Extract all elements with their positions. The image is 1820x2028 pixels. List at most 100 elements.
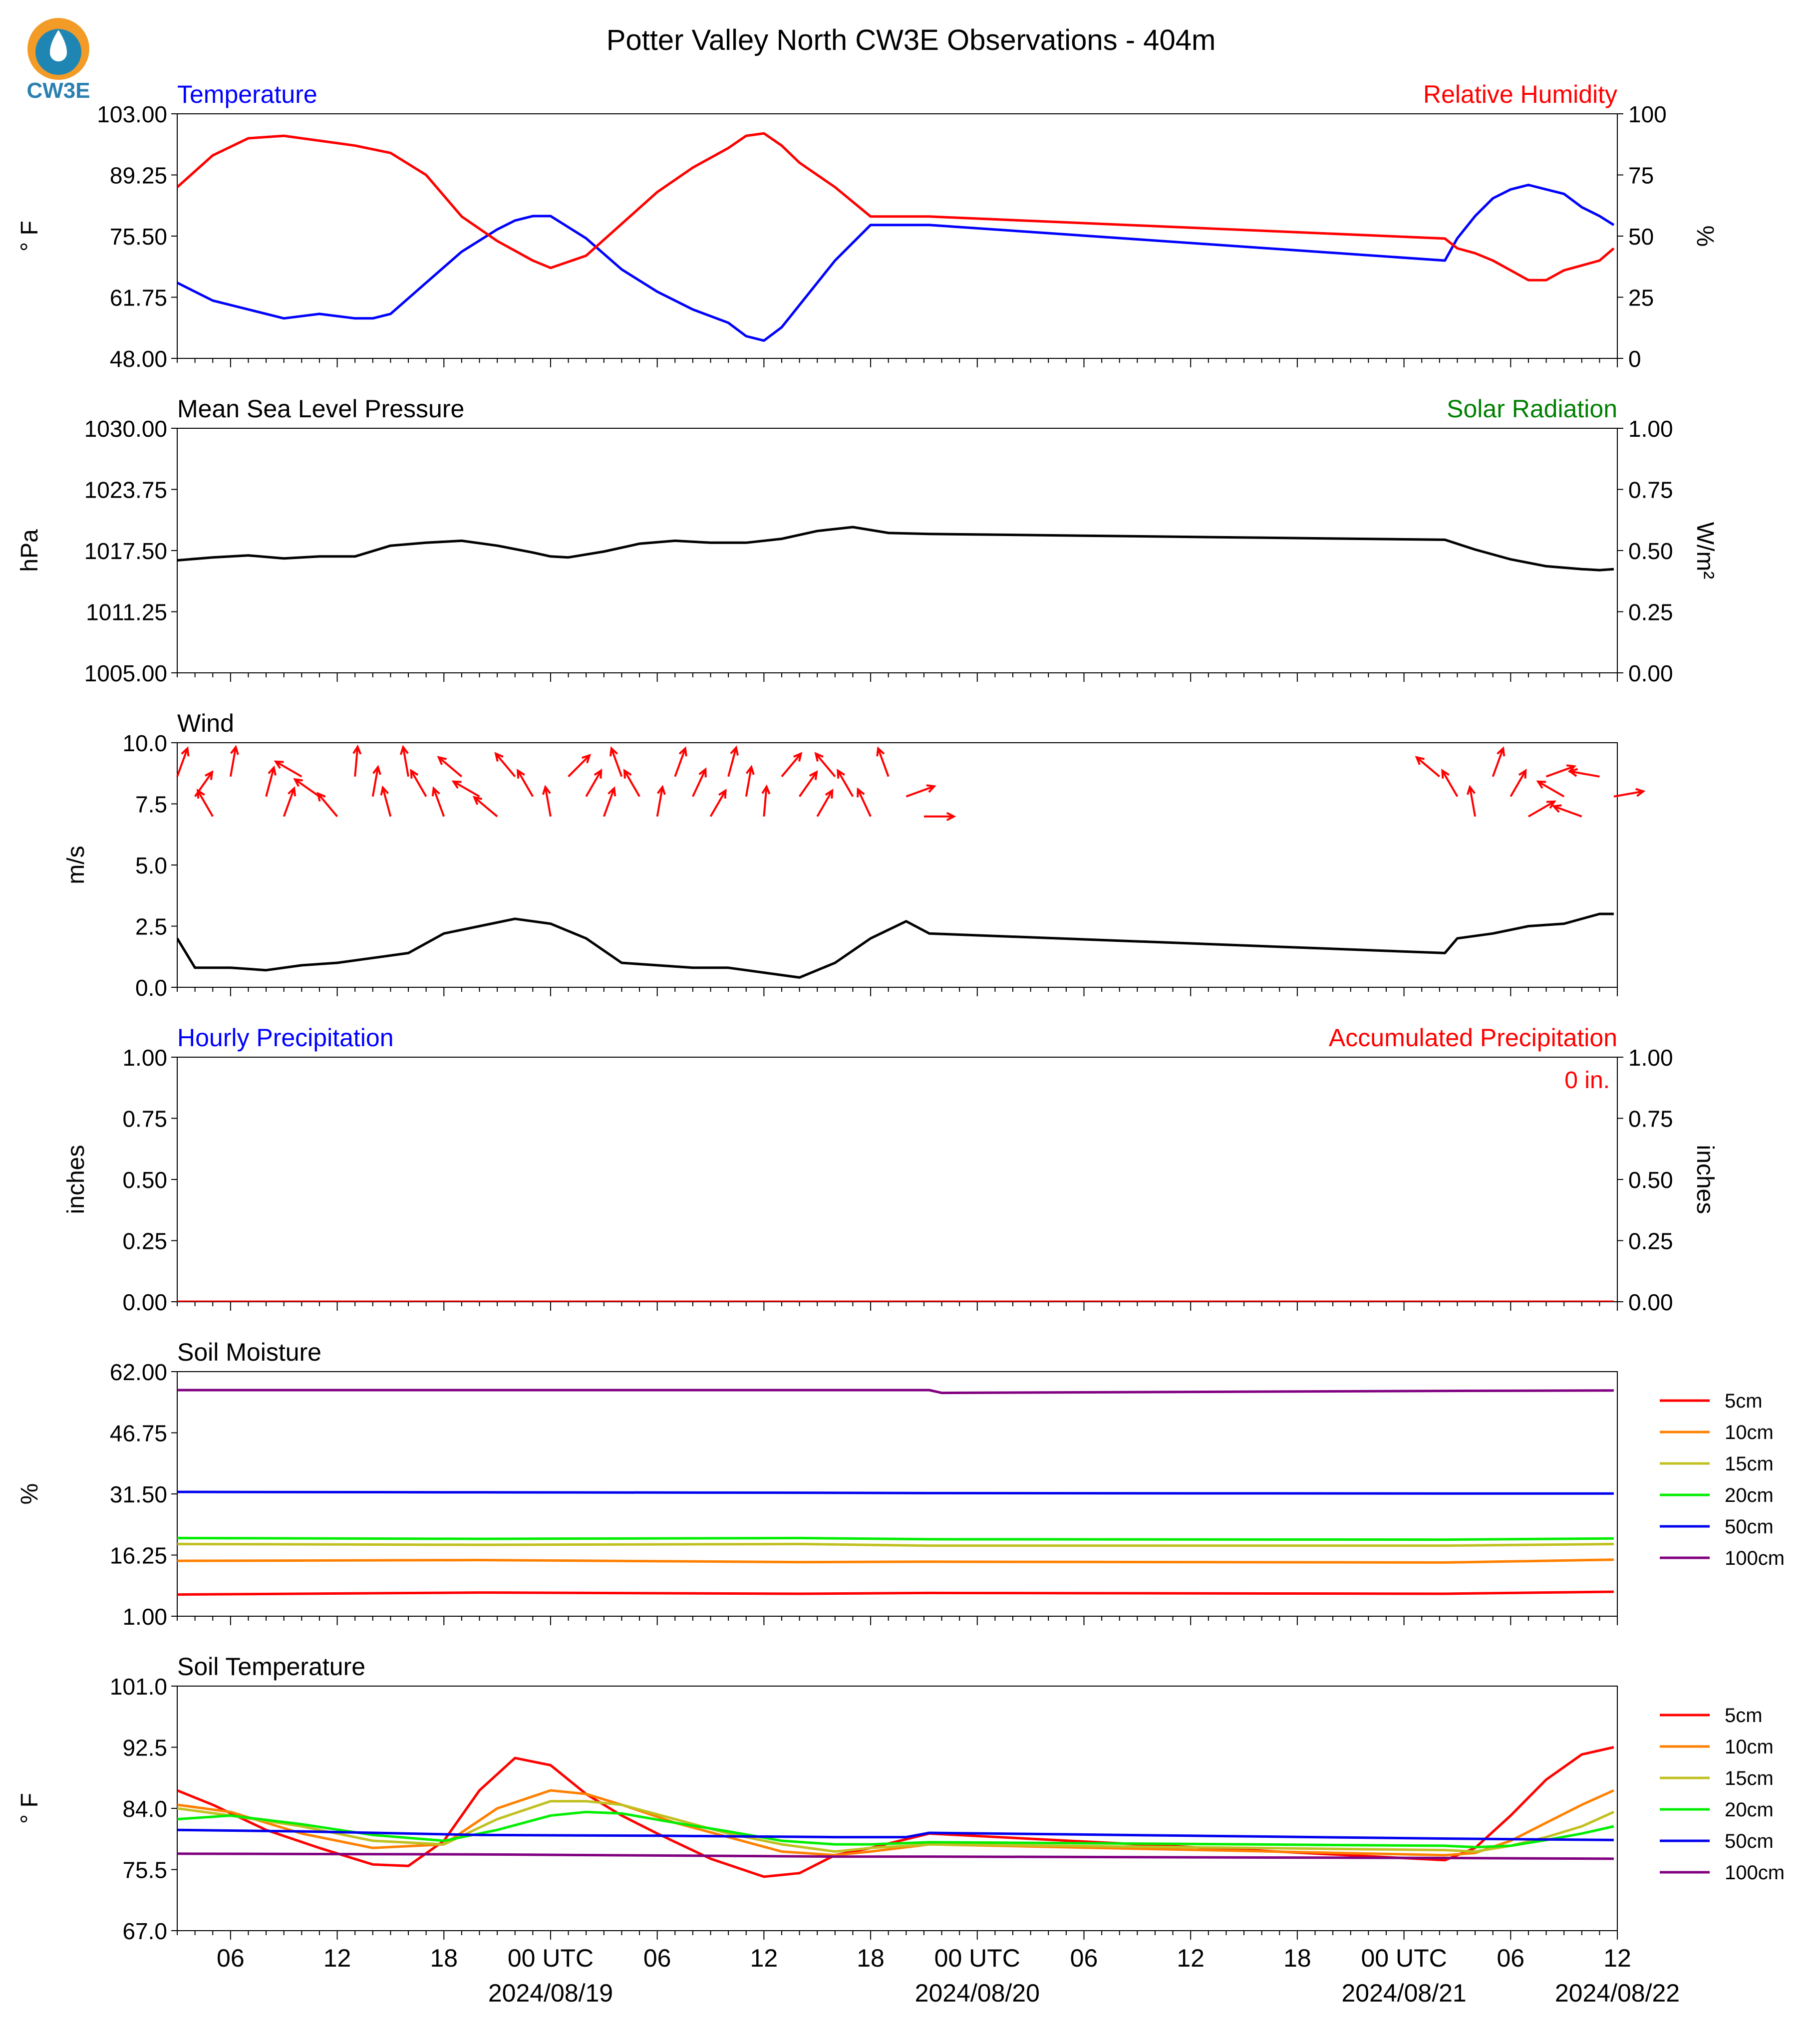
y-tick-label: 1030.00 bbox=[84, 416, 167, 442]
y-axis-label: ° F bbox=[16, 221, 43, 252]
x-date-label: 2024/08/21 bbox=[1341, 1979, 1466, 2007]
wind-arrow bbox=[727, 747, 737, 777]
x-tick-label: 00 UTC bbox=[934, 1944, 1020, 1972]
wind-arrow-head bbox=[1415, 756, 1425, 765]
wind-arrow bbox=[745, 767, 753, 797]
series-line-10cm bbox=[177, 1558, 1614, 1564]
wind-arrow-head bbox=[437, 756, 447, 765]
x-tick-label: 18 bbox=[857, 1944, 885, 1972]
wind-arrow-head bbox=[1635, 788, 1646, 797]
legend-label: 5cm bbox=[1725, 1705, 1763, 1727]
wind-arrow bbox=[857, 789, 872, 817]
series-line-15cm bbox=[177, 1800, 1614, 1853]
panel-soil_temperature: Soil Temperature 101.0 92.5 84.0 75.5 67.0 ° F… bbox=[16, 1653, 1785, 1944]
y-axis-right-label: W/m² bbox=[1692, 522, 1718, 579]
y-tick-label: 84.0 bbox=[122, 1796, 167, 1822]
x-tick-label: 00 UTC bbox=[508, 1944, 594, 1972]
wind-arrow bbox=[1510, 770, 1527, 797]
series-line-100cm bbox=[177, 1389, 1614, 1395]
legend: 5cm 10cm 15cm 20cm 50cm 100cm bbox=[1660, 1705, 1785, 1884]
y-tick-label: 1011.25 bbox=[86, 599, 167, 625]
wind-arrow-head bbox=[1518, 768, 1527, 779]
x-tick-label: 12 bbox=[1603, 1944, 1631, 1972]
y-tick-right-label: 1.00 bbox=[1628, 416, 1673, 442]
wind-arrow bbox=[623, 770, 640, 797]
wind-arrow bbox=[229, 747, 237, 777]
y-tick-label: 61.75 bbox=[110, 285, 167, 311]
legend-label: 100cm bbox=[1725, 1547, 1785, 1569]
wind-arrow bbox=[294, 778, 320, 798]
wind-arrow bbox=[798, 771, 818, 797]
wind-arrow-head bbox=[609, 746, 618, 757]
y-tick-label: 1017.50 bbox=[84, 538, 167, 564]
wind-arrow-head bbox=[410, 768, 419, 779]
series-line-100cm bbox=[177, 1852, 1614, 1860]
wind-arrow-head bbox=[451, 780, 462, 789]
wind-arrow-head bbox=[1467, 785, 1476, 795]
wind-arrow bbox=[1527, 801, 1555, 818]
wind-arrow bbox=[1469, 787, 1477, 817]
legend-label: 20cm bbox=[1725, 1799, 1774, 1821]
wind-arrow-head bbox=[607, 786, 616, 797]
x-tick-label: 06 bbox=[1497, 1944, 1524, 1972]
panel-title-left: Soil Temperature bbox=[177, 1653, 365, 1681]
wind-arrow-head bbox=[946, 812, 956, 821]
wind-arrow bbox=[354, 746, 359, 777]
y-tick-right-label: 0.50 bbox=[1628, 1167, 1673, 1193]
series-line-15cm bbox=[177, 1542, 1614, 1547]
wind-arrow bbox=[495, 753, 516, 778]
wind-arrow bbox=[1553, 805, 1582, 818]
wind-arrow-head bbox=[656, 785, 666, 795]
wind-arrow-head bbox=[857, 787, 865, 798]
wind-arrow bbox=[610, 748, 623, 777]
wind-arrow-head bbox=[837, 768, 845, 779]
y-tick-label: 46.75 bbox=[110, 1421, 167, 1447]
time-axis: 06 12 18 00 UTC 06 12 18 00 UTC 06 12 18 00 UTC 06 12… bbox=[217, 1944, 1680, 2007]
series-line-temperature bbox=[177, 184, 1615, 342]
wind-arrow-head bbox=[196, 788, 205, 799]
panels: Temperature Relative Humidity 103.00 89.25 7… bbox=[16, 80, 1785, 1944]
wind-arrow-head bbox=[352, 744, 362, 755]
y-tick-label: 5.0 bbox=[135, 853, 167, 878]
x-tick-label: 06 bbox=[643, 1944, 671, 1972]
wind-arrow bbox=[568, 754, 591, 778]
wind-arrow-head bbox=[181, 746, 190, 757]
wind-arrow bbox=[1545, 765, 1575, 778]
y-tick-label: 1.00 bbox=[122, 1604, 167, 1630]
wind-arrow bbox=[585, 770, 602, 797]
y-tick-label: 31.50 bbox=[110, 1481, 167, 1507]
series-line-mean-sea-level-pressure bbox=[177, 526, 1614, 572]
wind-arrow-head bbox=[542, 785, 551, 795]
panel-temp_rh: Temperature Relative Humidity 103.00 89.25 7… bbox=[16, 80, 1718, 372]
wind-arrow-head bbox=[814, 752, 824, 762]
wind-arrow-head bbox=[745, 765, 755, 775]
series-line-50cm bbox=[177, 1828, 1614, 1841]
wind-arrow bbox=[197, 790, 214, 817]
wind-arrow bbox=[438, 756, 463, 778]
y-tick-right-label: 0.75 bbox=[1628, 1106, 1673, 1132]
wind-arrow-head bbox=[582, 754, 592, 764]
y-axis-right-label: % bbox=[1692, 226, 1718, 247]
wind-arrow bbox=[381, 787, 392, 817]
logo-drop-icon bbox=[50, 30, 67, 61]
wind-arrow bbox=[453, 781, 480, 798]
wind-arrow bbox=[763, 786, 768, 817]
wind-arrow bbox=[877, 748, 890, 777]
y-axis-label: m/s bbox=[63, 846, 89, 884]
wind-arrow bbox=[816, 790, 833, 817]
panel-title-left: Mean Sea Level Pressure bbox=[177, 395, 464, 423]
wind-arrow bbox=[1492, 748, 1505, 777]
x-tick-label: 06 bbox=[1070, 1944, 1098, 1972]
wind-arrow-head bbox=[274, 760, 284, 769]
series-line-20cm bbox=[177, 1536, 1614, 1541]
y-tick-right-label: 0 bbox=[1628, 346, 1641, 372]
wind-arrow bbox=[603, 788, 615, 817]
y-axis-label: hPa bbox=[16, 529, 43, 572]
y-tick-label: 48.00 bbox=[110, 346, 167, 372]
wind-arrow bbox=[517, 770, 534, 797]
legend-label: 10cm bbox=[1725, 1422, 1774, 1444]
wind-arrow-head bbox=[494, 752, 504, 762]
wind-arrow-head bbox=[1546, 800, 1556, 809]
wind-arrow bbox=[1569, 770, 1600, 778]
